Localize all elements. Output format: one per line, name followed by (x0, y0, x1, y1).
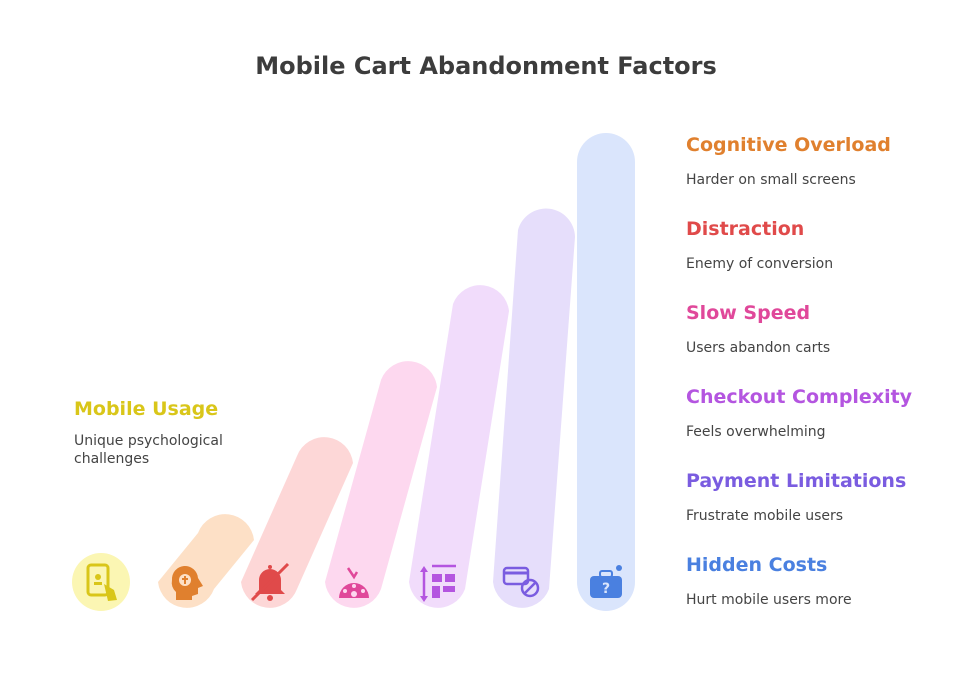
factor-label-checkout-complexity: Checkout Complexity Feels overwhelming (686, 386, 966, 440)
speedometer-icon (339, 567, 369, 598)
factor-heading: Distraction (686, 218, 805, 240)
factor-description: Frustrate mobile users (686, 508, 844, 524)
factor-heading: Payment Limitations (686, 470, 907, 492)
phone-touch-icon (86, 563, 117, 601)
page-title: Mobile Cart Abandonment Factors (255, 52, 717, 80)
bar-hidden-costs (577, 133, 635, 611)
complex-form-icon (420, 564, 456, 602)
factor-heading: Checkout Complexity (686, 386, 913, 408)
factor-description: Harder on small screens (686, 172, 856, 188)
mobile-usage-label: Mobile Usage Unique psychological challe… (74, 398, 274, 468)
bell-off-icon (250, 562, 290, 602)
factor-description: Feels overwhelming (686, 424, 826, 440)
factor-label-slow-speed: Slow Speed Users abandon carts (686, 302, 966, 356)
factor-heading: Cognitive Overload (686, 134, 891, 156)
factor-label-cognitive-overload: Cognitive Overload Harder on small scree… (686, 134, 966, 188)
mobile-usage-description: Unique psychological challenges (74, 433, 223, 467)
surprise-box-icon: ? (590, 565, 622, 598)
card-blocked-icon (502, 566, 540, 598)
factor-label-distraction: Distraction Enemy of conversion (686, 218, 966, 272)
mobile-usage-heading: Mobile Usage (74, 398, 219, 420)
factor-description: Hurt mobile users more (686, 592, 852, 608)
factor-description: Enemy of conversion (686, 256, 834, 272)
bar-cognitive-overload (158, 514, 254, 608)
svg-text:?: ? (602, 581, 610, 597)
head-brain-icon (171, 565, 203, 600)
bar-checkout-complexity (409, 285, 509, 608)
bar-slow-speed (325, 361, 437, 608)
factor-heading: Slow Speed (686, 302, 811, 324)
bar-distraction (241, 437, 353, 608)
factor-label-hidden-costs: Hidden Costs Hurt mobile users more (686, 554, 966, 608)
factor-label-payment-limitations: Payment Limitations Frustrate mobile use… (686, 470, 966, 524)
factor-description: Users abandon carts (686, 340, 831, 356)
factor-heading: Hidden Costs (686, 554, 828, 576)
bar-payment-limitations (493, 208, 575, 608)
